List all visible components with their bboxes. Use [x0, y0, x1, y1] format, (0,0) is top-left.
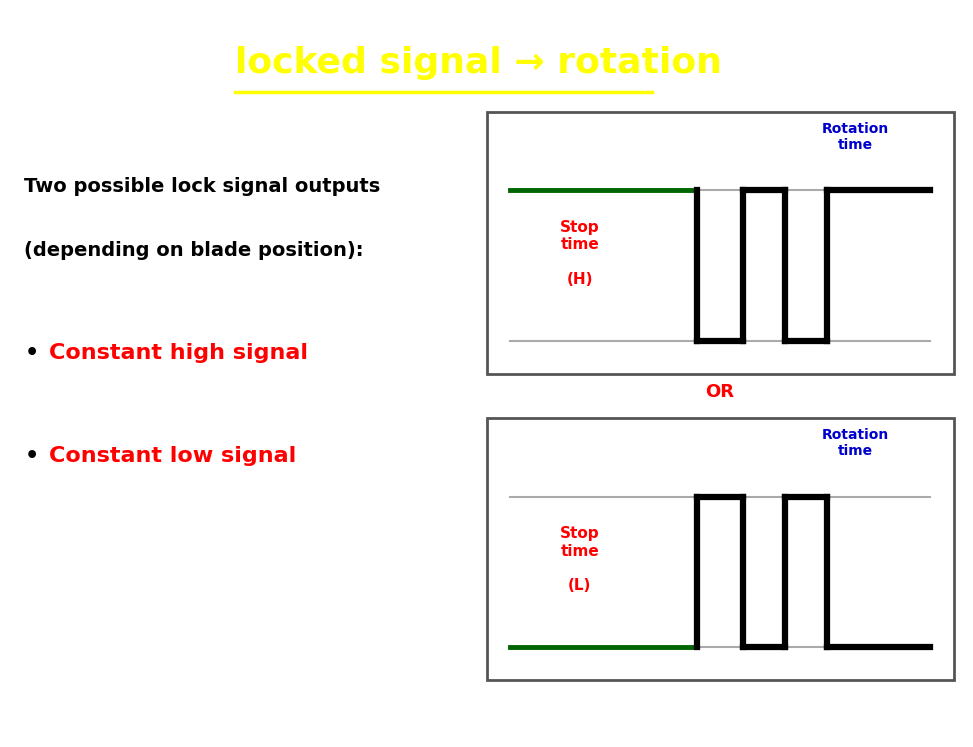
Text: •: • — [24, 445, 39, 465]
Text: Two possible lock signal outputs: Two possible lock signal outputs — [24, 176, 380, 196]
Text: •: • — [24, 344, 39, 363]
Text: locked signal → rotation: locked signal → rotation — [234, 46, 722, 81]
Text: Constant low signal: Constant low signal — [49, 445, 296, 465]
Text: Stop
time

(L): Stop time (L) — [560, 526, 599, 593]
Text: Rotation
time: Rotation time — [822, 428, 889, 459]
Text: Rotation
time: Rotation time — [822, 122, 889, 152]
Text: (depending on blade position):: (depending on blade position): — [24, 241, 364, 260]
Text: Pulse sensor (: Pulse sensor ( — [14, 46, 302, 81]
Text: OR: OR — [705, 383, 735, 401]
Text: Constant high signal: Constant high signal — [49, 344, 307, 363]
Text: Stop
time

(H): Stop time (H) — [560, 220, 599, 287]
Text: ): ) — [651, 46, 667, 81]
